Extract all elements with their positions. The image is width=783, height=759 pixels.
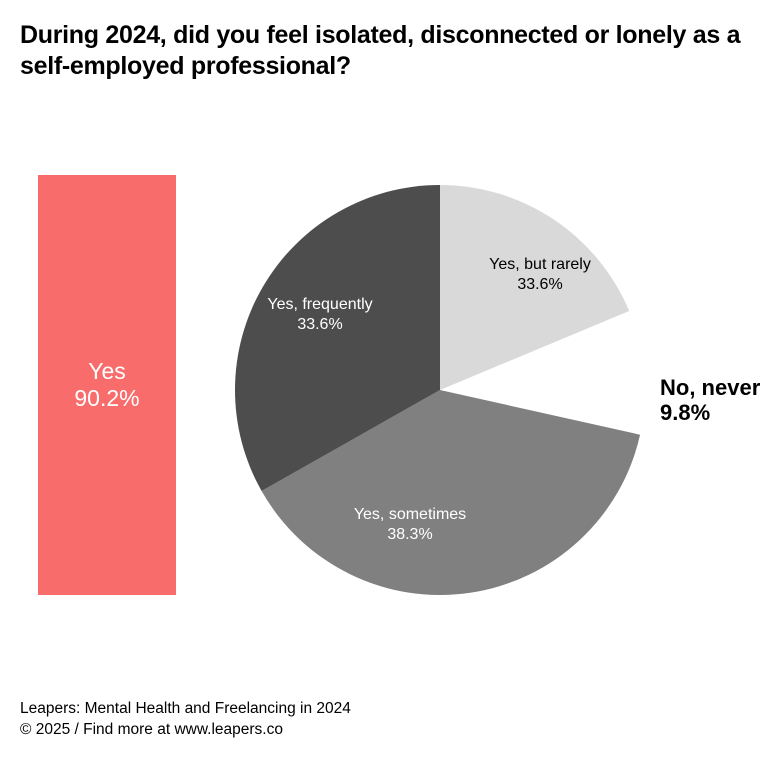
chart-area: Yes 90.2% No, never 9.8% Yes, but rarely… xyxy=(0,150,783,650)
no-never-text: No, never xyxy=(660,375,760,400)
slice-label-yes_rarely: Yes, but rarely33.6% xyxy=(460,255,620,295)
slice-label-yes_sometimes: Yes, sometimes38.3% xyxy=(330,505,490,545)
no-never-percent: 9.8% xyxy=(660,400,760,425)
slice-label-yes_frequently: Yes, frequently33.6% xyxy=(240,295,400,335)
footer: Leapers: Mental Health and Freelancing i… xyxy=(20,699,351,741)
slice-label-percent: 33.6% xyxy=(240,315,400,335)
yes-summary-label: Yes xyxy=(88,358,126,385)
slice-label-text: Yes, sometimes xyxy=(330,505,490,525)
yes-summary-percent: 90.2% xyxy=(74,385,139,412)
footer-line1: Leapers: Mental Health and Freelancing i… xyxy=(20,699,351,720)
slice-label-text: Yes, but rarely xyxy=(460,255,620,275)
slice-label-percent: 33.6% xyxy=(460,275,620,295)
no-never-label: No, never 9.8% xyxy=(660,375,760,426)
slice-label-text: Yes, frequently xyxy=(240,295,400,315)
chart-container: During 2024, did you feel isolated, disc… xyxy=(0,0,783,759)
slice-label-percent: 38.3% xyxy=(330,525,490,545)
yes-summary-bar: Yes 90.2% xyxy=(38,175,176,595)
footer-line2: © 2025 / Find more at www.leapers.co xyxy=(20,720,351,741)
chart-title: During 2024, did you feel isolated, disc… xyxy=(20,20,763,83)
